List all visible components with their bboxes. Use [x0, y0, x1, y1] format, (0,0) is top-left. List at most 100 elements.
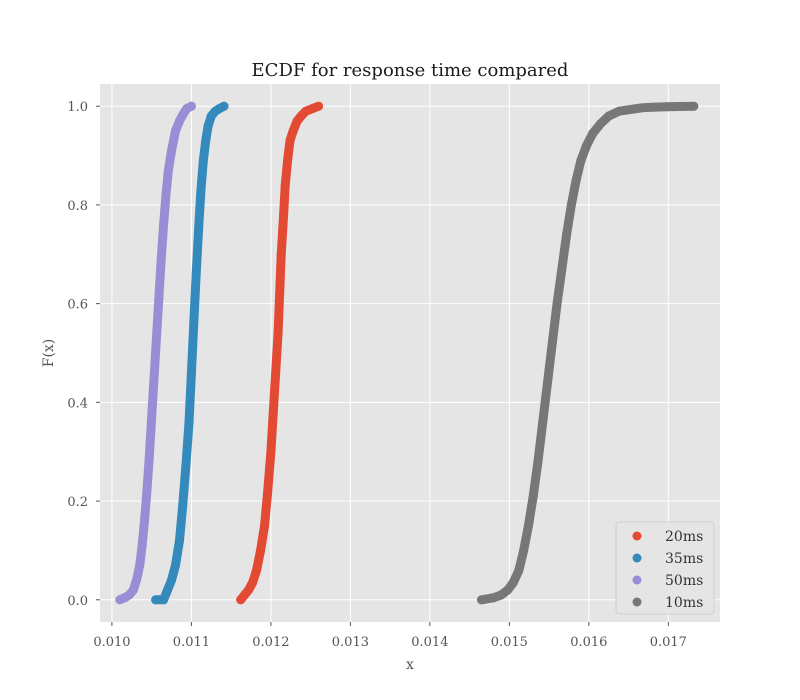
series-50ms — [115, 101, 196, 605]
point-10ms-8 — [528, 491, 538, 501]
point-10ms-12 — [547, 338, 557, 348]
point-35ms-14 — [198, 156, 208, 165]
point-50ms-18 — [167, 146, 177, 156]
point-35ms-9 — [186, 368, 196, 378]
point-20ms-6 — [260, 521, 270, 531]
legend-box — [615, 521, 715, 615]
x-tick-label-0: 0.010 — [93, 635, 130, 650]
point-35ms-15 — [201, 136, 211, 146]
y-tick-label-5: 1.0 — [67, 100, 88, 115]
point-10ms-24 — [628, 104, 638, 114]
point-35ms-2 — [163, 585, 173, 595]
point-50ms-4 — [132, 575, 142, 585]
grid-lines — [100, 84, 720, 622]
point-20ms-18 — [288, 126, 298, 136]
x-tick-label-7: 0.017 — [650, 635, 687, 650]
point-20ms-15 — [280, 180, 290, 190]
point-35ms-4 — [171, 560, 181, 570]
legend-label-20ms: 20ms — [665, 529, 703, 545]
point-20ms-13 — [276, 249, 286, 259]
point-20ms-17 — [285, 136, 295, 146]
point-50ms-8 — [142, 486, 152, 496]
axis-ticks: 0.010 0.011 0.012 0.013 0.014 0.015 0.016 0.017… — [67, 100, 687, 650]
y-tick-label-1: 0.2 — [67, 495, 88, 510]
y-tick-label-0: 0.0 — [67, 594, 88, 609]
point-20ms-7 — [263, 486, 273, 496]
point-50ms-3 — [128, 585, 138, 595]
point-10ms-20 — [588, 128, 598, 138]
point-35ms-7 — [181, 462, 191, 472]
data-series — [115, 101, 699, 605]
point-50ms-12 — [151, 333, 161, 343]
point-20ms-5 — [256, 545, 266, 555]
point-10ms-15 — [562, 230, 572, 240]
point-10ms-25 — [638, 103, 648, 113]
point-10ms-6 — [519, 545, 529, 555]
point-50ms-10 — [147, 412, 157, 422]
point-10ms-14 — [557, 264, 567, 274]
legend-label-35ms: 35ms — [665, 551, 703, 567]
point-50ms-23 — [186, 101, 196, 111]
point-20ms-14 — [279, 210, 289, 220]
point-20ms-9 — [268, 407, 278, 417]
point-50ms-5 — [135, 560, 145, 570]
point-35ms-5 — [174, 536, 184, 546]
x-tick-label-1: 0.011 — [173, 635, 210, 650]
y-axis-label: F(x) — [41, 339, 57, 368]
point-10ms-23 — [614, 106, 624, 116]
point-20ms-4 — [252, 565, 262, 575]
series-20ms — [236, 101, 324, 605]
point-50ms-14 — [156, 254, 166, 264]
legend: 20ms 35ms 50ms 10ms — [615, 521, 715, 615]
legend-label-10ms: 10ms — [665, 595, 703, 611]
point-35ms-3 — [167, 575, 177, 585]
point-50ms-20 — [174, 116, 184, 126]
legend-marker-35ms — [632, 553, 642, 563]
y-tick-label-4: 0.8 — [67, 199, 88, 214]
point-10ms-13 — [552, 299, 562, 309]
point-35ms-13 — [196, 185, 206, 195]
point-20ms-11 — [273, 328, 283, 338]
x-tick-label-6: 0.016 — [570, 635, 607, 650]
legend-marker-50ms — [632, 575, 642, 585]
point-35ms-0 — [151, 595, 161, 605]
point-10ms-21 — [596, 118, 606, 128]
point-10ms-18 — [576, 156, 586, 165]
point-10ms-3 — [503, 585, 513, 595]
point-35ms-8 — [184, 417, 194, 427]
x-tick-label-2: 0.012 — [252, 635, 289, 650]
chart-title: ECDF for response time compared — [252, 60, 569, 81]
point-10ms-2 — [496, 590, 506, 600]
point-35ms-12 — [194, 225, 204, 235]
legend-label-50ms: 50ms — [665, 573, 703, 589]
point-20ms-3 — [248, 578, 258, 588]
point-10ms-28 — [689, 101, 699, 111]
point-10ms-5 — [514, 565, 524, 575]
point-20ms-23 — [314, 101, 324, 111]
legend-marker-20ms — [632, 531, 642, 541]
point-35ms-6 — [178, 501, 188, 511]
point-50ms-13 — [154, 294, 164, 304]
point-10ms-4 — [508, 578, 518, 588]
x-tick-label-3: 0.013 — [332, 635, 369, 650]
point-50ms-9 — [144, 452, 154, 462]
point-20ms-10 — [271, 368, 281, 378]
series-35ms — [151, 101, 229, 605]
point-35ms-10 — [189, 318, 199, 328]
x-tick-label-4: 0.014 — [411, 635, 448, 650]
point-10ms-1 — [488, 593, 498, 603]
point-10ms-7 — [523, 521, 533, 531]
point-10ms-16 — [566, 200, 576, 210]
point-50ms-7 — [140, 516, 150, 526]
point-10ms-22 — [604, 111, 614, 121]
x-tick-label-5: 0.015 — [491, 635, 528, 650]
point-10ms-26 — [647, 102, 657, 112]
point-10ms-10 — [538, 417, 548, 427]
point-50ms-16 — [161, 190, 171, 200]
y-tick-label-3: 0.6 — [67, 298, 88, 313]
series-10ms — [477, 101, 699, 605]
point-35ms-16 — [203, 121, 213, 131]
point-50ms-15 — [159, 220, 169, 230]
point-50ms-17 — [163, 165, 173, 175]
